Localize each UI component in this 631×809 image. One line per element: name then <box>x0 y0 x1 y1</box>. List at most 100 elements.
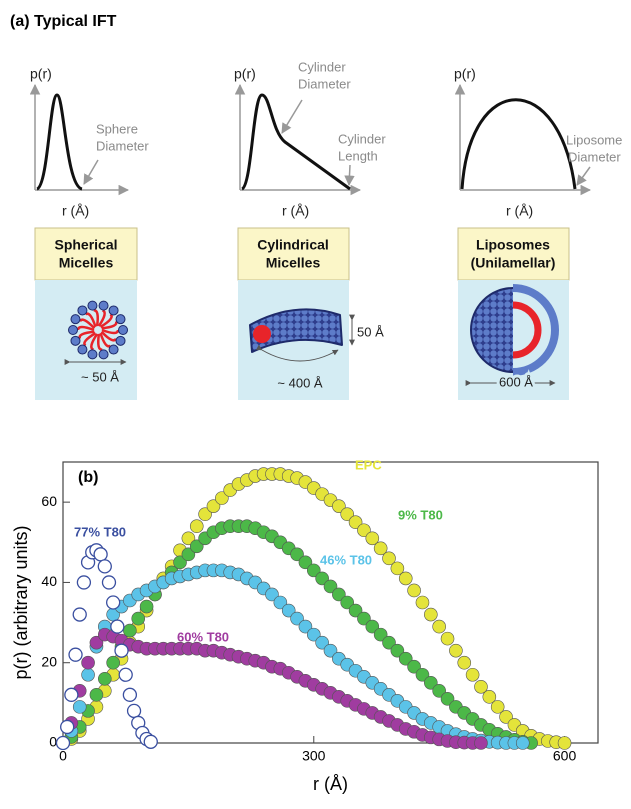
data-point <box>215 491 229 505</box>
data-point <box>55 735 71 751</box>
plot: 0 300 600 0 20 40 60 r (Å) p(r) (arbitrary units… <box>11 457 577 793</box>
note: Sphere <box>96 121 138 136</box>
surfactant-head <box>98 300 109 311</box>
data-point <box>281 603 296 618</box>
x-axis-title: r (Å) <box>313 774 348 794</box>
note: Cylinder <box>298 59 346 74</box>
data-point <box>143 734 158 749</box>
note: Length <box>338 148 378 163</box>
data-point <box>206 499 221 513</box>
box-label: (Unilamellar) <box>471 255 556 271</box>
data-point <box>424 607 438 622</box>
data-point <box>365 619 380 634</box>
y-axis-title: p(r) (arbitrary units) <box>11 525 31 679</box>
micelle-illustration <box>64 300 128 365</box>
surfactant-head <box>68 325 78 335</box>
x-label: r (Å) <box>282 203 309 219</box>
data-point <box>382 635 396 650</box>
data-point <box>72 607 87 622</box>
surfactant-head <box>77 305 88 316</box>
data-point <box>97 671 112 686</box>
surfactant-tail <box>97 309 106 327</box>
data-point <box>557 736 572 750</box>
data-point <box>357 523 371 538</box>
data-point <box>122 687 138 702</box>
data-point <box>97 559 112 574</box>
series-label: EPC <box>355 457 382 472</box>
data-point <box>93 547 108 562</box>
data-point <box>110 619 125 634</box>
data-point <box>81 667 95 682</box>
data-point <box>474 679 488 694</box>
data-point <box>101 575 117 590</box>
data-point <box>424 675 438 690</box>
data-point <box>118 667 133 682</box>
data-point <box>499 710 513 724</box>
liposome-illustration <box>465 284 559 386</box>
data-point <box>173 555 187 570</box>
cylinder-illustration <box>249 308 355 362</box>
plot-frame <box>62 461 599 744</box>
data-point <box>68 647 83 662</box>
data-point <box>64 687 79 702</box>
data-point <box>365 531 380 546</box>
data-point <box>76 575 92 590</box>
box-label: Micelles <box>59 255 114 271</box>
y-tick-label: 0 <box>49 734 57 750</box>
y-label: p(r) <box>30 66 52 82</box>
surfactant-head <box>108 305 119 316</box>
data-point <box>407 659 421 674</box>
surfactant-head <box>115 335 126 346</box>
data-point <box>306 563 321 578</box>
surfactant-tail <box>78 330 95 340</box>
surfactant-head <box>87 349 98 360</box>
box-label: Cylindrical <box>257 237 329 253</box>
data-point <box>465 667 480 682</box>
data-point <box>348 515 363 530</box>
surfactant-tail <box>76 325 95 332</box>
dimension: ~ 50 Å <box>81 369 119 384</box>
y-tick-label: 20 <box>41 653 57 669</box>
data-point <box>340 595 355 610</box>
data-point <box>123 623 137 638</box>
data-point <box>106 595 121 610</box>
data-point <box>265 587 279 602</box>
surfactant-tail <box>83 332 97 347</box>
data-point <box>440 631 455 646</box>
series-label: 60% T80 <box>177 629 229 644</box>
data-point <box>131 611 146 626</box>
data-point <box>89 635 104 650</box>
data-point <box>357 611 371 626</box>
surfactant-tail <box>84 312 97 328</box>
data-point <box>306 627 321 642</box>
surfactant-tail <box>101 328 120 335</box>
x-tick-label: 300 <box>302 748 326 764</box>
data-point <box>181 531 196 546</box>
data-point <box>457 655 472 670</box>
ift-sketch <box>29 83 592 196</box>
surfactant-tail <box>100 330 118 342</box>
surfactant-head <box>98 349 109 360</box>
data-point <box>72 700 87 714</box>
data-point <box>126 703 142 719</box>
note: Cylinder <box>338 131 386 146</box>
surfactant-head <box>118 325 128 335</box>
data-point <box>273 595 288 610</box>
data-point <box>407 583 421 598</box>
dimension: 600 Å <box>499 374 533 389</box>
data-point <box>198 507 212 521</box>
surfactant-tail <box>99 332 112 348</box>
x-tick-label: 0 <box>59 748 67 764</box>
surfactant-tail <box>101 320 118 330</box>
data-point <box>490 700 505 714</box>
panel-a-title: (a) Typical IFT <box>10 13 117 30</box>
data-point <box>373 627 388 642</box>
surfactant-head <box>77 344 88 355</box>
data-point <box>432 684 446 698</box>
data-point <box>89 688 104 702</box>
data-point <box>390 643 405 658</box>
data-point <box>415 595 430 610</box>
surfactant-head <box>70 335 81 346</box>
data-point <box>290 547 304 562</box>
